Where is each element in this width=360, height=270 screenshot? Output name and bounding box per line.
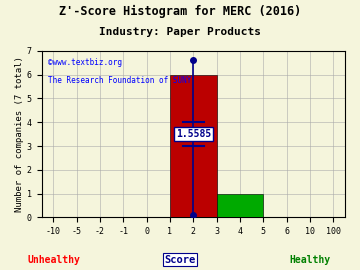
Text: 1.5585: 1.5585 (176, 129, 211, 139)
Bar (217, 194, 263, 217)
Bar (170, 75, 217, 217)
Text: Healthy: Healthy (289, 255, 330, 265)
Text: Z'-Score Histogram for MERC (2016): Z'-Score Histogram for MERC (2016) (59, 5, 301, 18)
Text: Industry: Paper Products: Industry: Paper Products (99, 27, 261, 37)
Y-axis label: Number of companies (7 total): Number of companies (7 total) (15, 56, 24, 212)
Text: ©www.textbiz.org: ©www.textbiz.org (48, 58, 122, 67)
Text: Score: Score (165, 255, 195, 265)
Text: The Research Foundation of SUNY: The Research Foundation of SUNY (48, 76, 191, 85)
Text: Unhealthy: Unhealthy (28, 255, 80, 265)
